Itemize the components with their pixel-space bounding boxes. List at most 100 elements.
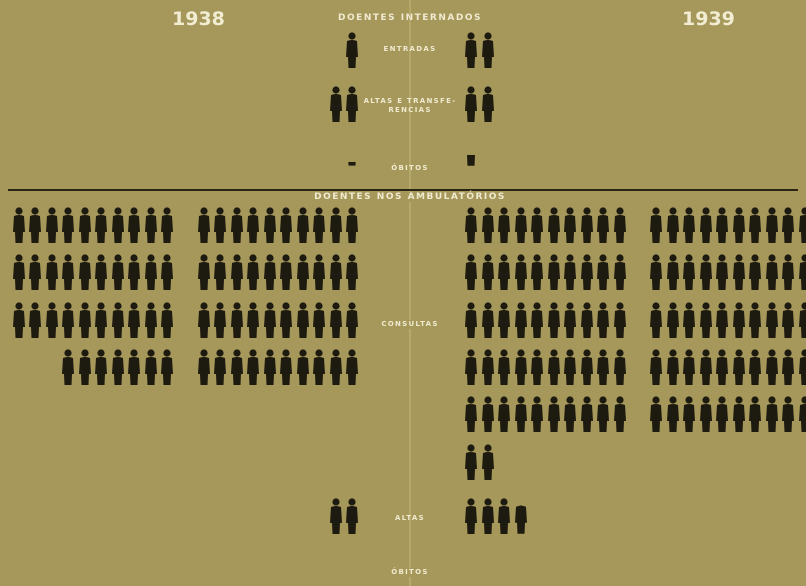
person-icon [613,207,626,243]
person-icon [329,207,342,243]
person-icon [765,396,778,433]
person-icon [346,86,358,122]
person-icon [329,349,342,385]
person-icon [666,349,679,385]
person-icon [732,207,745,243]
person-icon [481,396,494,433]
row-label: ALTAS E TRANSFE- RENCIAS [363,97,457,114]
person-icon [230,254,243,291]
person-icon [144,207,157,243]
person-icon [247,349,259,385]
person-icon [514,254,527,291]
person-icon [650,207,662,243]
person-icon [346,349,358,385]
person-icon [346,207,358,243]
person-icon [296,301,309,338]
person-icon [564,254,576,291]
person-icon [514,301,527,338]
person-icon [128,349,140,385]
person-icon [732,396,745,433]
person-icon [498,207,510,243]
person-icon [313,254,325,291]
person-icon [650,254,662,291]
person-icon [749,349,761,385]
person-icon [765,254,778,291]
person-icon [547,349,560,385]
person-icon [111,301,124,338]
person-icon [699,301,712,338]
person-icon [78,349,91,385]
person-icon [465,207,477,243]
person-icon [765,349,778,385]
person-icon [197,349,210,385]
person-icon [263,349,276,385]
person-icon [732,349,745,385]
person-icon [296,349,309,385]
person-icon [280,254,292,291]
person-icon [280,301,292,338]
person-icon [247,207,259,243]
person-icon [613,301,626,338]
person-icon [514,396,527,433]
person-icon [683,301,695,338]
person-icon [650,349,662,385]
person-icon [214,301,226,338]
person-icon [798,301,806,338]
person-icon [699,349,712,385]
person-icon [597,254,609,291]
person-icon [161,254,173,291]
person-icon [531,301,543,338]
person-icon [465,254,477,291]
section-title: DOENTES INTERNADOS [338,13,482,23]
person-icon [329,254,342,291]
person-icon [481,498,494,534]
person-icon [29,207,41,243]
person-icon [564,207,576,243]
person-icon [214,349,226,385]
person-icon [580,207,593,243]
person-icon [481,301,494,338]
person-icon [782,254,794,291]
person-icon [481,349,494,385]
person-icon [95,207,107,243]
person-icon [580,301,593,338]
person-icon [62,301,74,338]
person-icon [230,301,243,338]
person-icon [465,349,477,385]
person-icon [613,396,626,433]
person-icon [45,207,58,243]
person-icon [716,301,728,338]
person-icon [564,349,576,385]
person-icon [481,207,494,243]
person-icon [749,207,761,243]
person-icon [514,349,527,385]
person-icon [597,301,609,338]
person-icon [280,207,292,243]
person-icon [597,207,609,243]
person-icon [78,207,91,243]
divider-line [8,189,798,191]
person-icon [498,349,510,385]
person-icon [732,254,745,291]
person-icon [716,207,728,243]
person-icon [782,207,794,243]
person-icon [247,254,259,291]
year-label: 1939 [682,8,735,30]
person-icon [467,155,475,166]
person-icon [798,207,806,243]
person-icon [465,86,477,122]
person-icon [580,254,593,291]
person-icon [465,498,477,534]
person-icon [699,254,712,291]
person-icon [564,301,576,338]
person-icon [699,207,712,243]
person-icon [798,254,806,291]
person-icon [597,396,609,433]
person-icon [230,349,243,385]
person-icon [313,301,325,338]
person-icon [650,396,662,433]
person-icon [128,301,140,338]
person-icon [214,254,226,291]
person-icon [597,349,609,385]
person-icon [749,301,761,338]
